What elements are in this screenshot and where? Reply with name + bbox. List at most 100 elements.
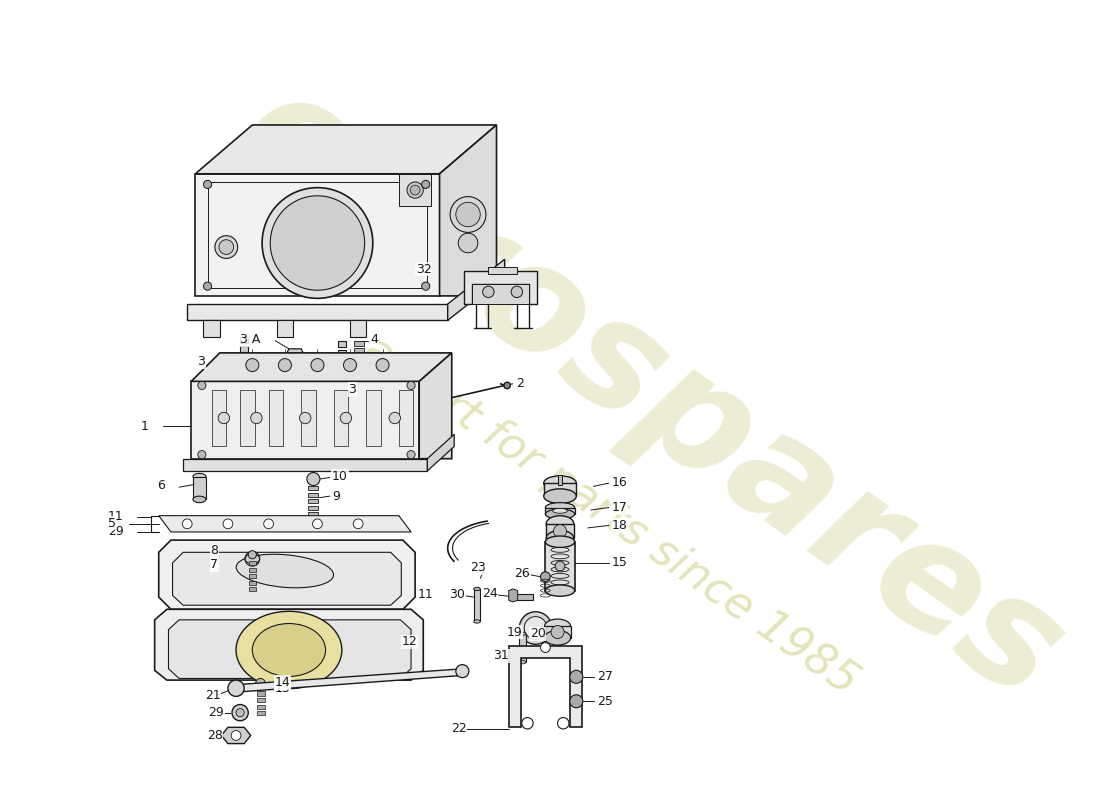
Circle shape — [407, 182, 424, 198]
Ellipse shape — [552, 508, 568, 514]
Text: 32: 32 — [416, 262, 431, 275]
Ellipse shape — [546, 585, 574, 596]
Text: 3: 3 — [349, 383, 356, 396]
Polygon shape — [440, 125, 496, 296]
Polygon shape — [158, 516, 411, 532]
Circle shape — [204, 180, 211, 189]
Polygon shape — [285, 349, 305, 365]
Ellipse shape — [192, 496, 206, 502]
Bar — [308, 499, 318, 503]
Circle shape — [540, 572, 550, 582]
Bar — [543, 483, 576, 496]
Text: 28: 28 — [207, 729, 222, 742]
Bar — [354, 348, 364, 353]
Polygon shape — [232, 669, 465, 692]
Bar — [338, 377, 345, 383]
Bar — [338, 394, 345, 401]
Bar — [399, 390, 414, 446]
Bar — [508, 594, 534, 600]
Text: 17: 17 — [612, 501, 627, 514]
Bar — [249, 568, 255, 572]
Circle shape — [223, 519, 233, 529]
Bar — [338, 367, 345, 374]
Polygon shape — [204, 320, 220, 337]
Bar — [544, 626, 571, 638]
Text: 8: 8 — [210, 544, 218, 557]
Circle shape — [299, 412, 311, 424]
Text: 10: 10 — [332, 470, 348, 483]
Text: 24: 24 — [482, 587, 497, 600]
Polygon shape — [277, 320, 293, 337]
Bar — [308, 513, 318, 517]
Circle shape — [271, 196, 365, 290]
Bar — [211, 390, 227, 446]
Circle shape — [450, 197, 486, 233]
Circle shape — [512, 286, 522, 298]
Polygon shape — [221, 727, 251, 743]
Circle shape — [312, 519, 322, 529]
Text: 23: 23 — [471, 562, 486, 574]
Circle shape — [198, 382, 206, 390]
Ellipse shape — [519, 661, 526, 664]
Circle shape — [278, 358, 292, 372]
Circle shape — [231, 730, 241, 740]
Text: 16: 16 — [612, 476, 627, 489]
Text: 21: 21 — [205, 689, 221, 702]
Text: a part for parts since 1985: a part for parts since 1985 — [355, 328, 866, 703]
Circle shape — [311, 358, 324, 372]
Circle shape — [407, 382, 415, 390]
Bar — [338, 350, 345, 356]
Circle shape — [255, 678, 265, 688]
Ellipse shape — [519, 632, 526, 635]
Bar — [338, 386, 345, 392]
Text: 30: 30 — [449, 588, 465, 601]
Bar — [546, 507, 574, 514]
Text: 7: 7 — [210, 558, 218, 571]
Ellipse shape — [546, 536, 574, 547]
Bar — [257, 691, 264, 695]
Polygon shape — [427, 434, 454, 471]
Bar — [354, 385, 364, 390]
Circle shape — [251, 412, 262, 424]
Text: 31: 31 — [493, 649, 509, 662]
Circle shape — [455, 665, 469, 678]
Bar — [192, 477, 206, 499]
Circle shape — [198, 450, 206, 458]
Circle shape — [264, 519, 274, 529]
Circle shape — [228, 680, 244, 696]
Text: 11: 11 — [108, 510, 123, 523]
Text: 12: 12 — [402, 635, 417, 648]
Ellipse shape — [543, 489, 576, 503]
Circle shape — [245, 551, 260, 566]
Text: 27: 27 — [596, 670, 613, 682]
Circle shape — [262, 188, 373, 298]
Text: 18: 18 — [612, 519, 627, 532]
Bar — [354, 362, 364, 367]
Circle shape — [245, 358, 258, 372]
Bar — [333, 390, 349, 446]
Polygon shape — [508, 589, 518, 602]
Bar — [268, 390, 284, 446]
Circle shape — [389, 412, 400, 424]
Bar — [354, 370, 364, 375]
Bar — [240, 363, 249, 370]
Polygon shape — [168, 620, 411, 678]
Bar — [354, 392, 364, 397]
Ellipse shape — [543, 476, 576, 490]
Polygon shape — [464, 271, 537, 304]
Bar — [257, 698, 264, 702]
Circle shape — [343, 358, 356, 372]
Circle shape — [455, 202, 481, 226]
Text: 1: 1 — [141, 420, 149, 433]
Circle shape — [421, 180, 430, 189]
Circle shape — [540, 642, 550, 653]
Circle shape — [219, 240, 233, 254]
Polygon shape — [183, 458, 427, 471]
Ellipse shape — [547, 516, 574, 532]
Polygon shape — [399, 174, 431, 206]
Ellipse shape — [546, 502, 574, 513]
Polygon shape — [196, 174, 440, 296]
Ellipse shape — [544, 630, 571, 645]
Circle shape — [236, 709, 244, 717]
Bar — [338, 341, 345, 347]
